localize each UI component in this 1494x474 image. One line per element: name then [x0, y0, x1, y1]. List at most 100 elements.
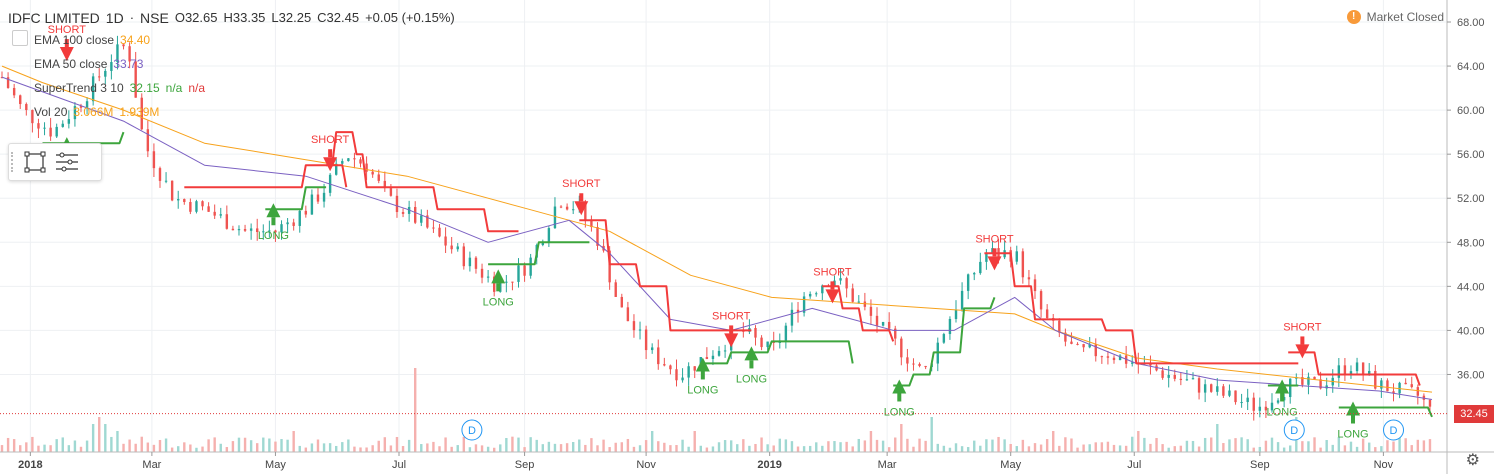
candle-body	[966, 274, 970, 291]
candle-body	[881, 321, 885, 326]
candle-body	[632, 321, 636, 331]
volume-bar	[183, 442, 186, 452]
candle-body	[839, 278, 842, 281]
legend-ema100[interactable]: EMA 100 close 34.40	[34, 31, 150, 49]
candle-body	[1404, 382, 1407, 385]
candle-body	[1216, 386, 1219, 392]
candle-body	[231, 228, 235, 231]
volume-bar	[1100, 442, 1104, 452]
volume-bar	[1380, 446, 1383, 452]
volume-bar	[1422, 440, 1426, 452]
legend-collapse-button[interactable]	[12, 30, 28, 46]
market-status[interactable]: ! Market Closed	[1346, 10, 1444, 24]
volume-bar	[1131, 436, 1134, 452]
candle-body	[67, 119, 71, 124]
volume-bar	[19, 445, 22, 452]
volume-bar	[274, 441, 277, 452]
candle-body	[43, 127, 46, 129]
volume-bar	[608, 447, 611, 452]
candle-body	[1203, 384, 1207, 393]
volume-bar	[67, 445, 71, 452]
volume-bar	[1167, 447, 1170, 452]
candle-body	[183, 199, 186, 203]
short-arrow-icon	[323, 157, 338, 172]
short-arrow-stem	[579, 193, 584, 202]
volume-bar	[523, 447, 526, 452]
legend-supertrend[interactable]: SuperTrend 3 10 32.15 n/a n/a	[34, 79, 205, 97]
volume-bar	[1216, 424, 1219, 452]
volume-bar	[602, 439, 605, 452]
volume-bar	[61, 437, 64, 452]
volume-bar	[1149, 443, 1152, 452]
volume-bar	[930, 417, 933, 452]
volume-bar	[760, 437, 763, 452]
volume-bar	[754, 443, 757, 452]
candle-body	[280, 224, 283, 233]
volume-bar	[1234, 438, 1237, 452]
volume-bar	[395, 436, 399, 452]
candle-body	[875, 315, 879, 326]
legend-volume[interactable]: Vol 20 3.066M 1.939M	[34, 103, 159, 121]
legend-volume-name: Vol 20	[34, 105, 68, 119]
x-tick-label: 2018	[18, 459, 42, 471]
rectangle-tool-button[interactable]	[19, 147, 51, 177]
volume-bar	[979, 445, 982, 452]
volume-bar	[887, 447, 891, 452]
volume-bar	[468, 447, 472, 452]
x-tick-label: Sep	[515, 459, 535, 471]
volume-bar	[1106, 441, 1110, 452]
x-tick-label: Nov	[636, 459, 656, 471]
candle-body	[122, 44, 125, 47]
volume-bar	[1398, 431, 1401, 452]
volume-bar	[1392, 441, 1395, 452]
candle-body	[541, 242, 545, 246]
candle-body	[1374, 370, 1377, 389]
short-arrow-stem	[830, 281, 835, 290]
last-price-tag: 32.45	[1454, 404, 1494, 423]
candle-body	[547, 228, 551, 243]
candle-body	[523, 265, 526, 276]
volume-bar	[298, 445, 301, 452]
candle-body	[796, 309, 800, 313]
candle-body	[377, 174, 380, 181]
candle-body	[912, 363, 915, 365]
legend-ema50[interactable]: EMA 50 close 33.73	[34, 55, 143, 73]
supertrend-long-segment	[1338, 406, 1433, 418]
candle-body	[12, 87, 16, 96]
legend-ema50-name: EMA 50 close	[34, 57, 108, 71]
candle-body	[249, 228, 253, 231]
interval[interactable]: 1D	[105, 10, 124, 26]
long-signal-label: LONG	[1337, 429, 1368, 441]
candle-body	[450, 245, 453, 250]
long-signal-label: LONG	[483, 296, 514, 308]
candle-body	[1355, 362, 1359, 372]
volume-bar	[511, 436, 514, 452]
dividend-marker-icon	[1283, 419, 1305, 441]
volume-bar	[79, 446, 83, 452]
long-signal-label: LONG	[687, 384, 718, 396]
candle-body	[1070, 341, 1073, 344]
volume-bar	[1179, 445, 1183, 452]
chart-grid	[0, 0, 1447, 452]
volume-bar	[711, 446, 715, 452]
candle-body	[1191, 378, 1195, 380]
candle-body	[499, 282, 502, 292]
candle-body	[590, 219, 593, 228]
volume-bar	[687, 446, 690, 452]
volume-bar	[237, 437, 241, 452]
panel-grip-icon[interactable]	[11, 152, 19, 172]
volume-bar	[146, 442, 150, 452]
candle-body	[985, 253, 988, 262]
volume-bar	[857, 438, 860, 452]
symbol-name[interactable]: IDFC LIMITED	[8, 10, 100, 26]
candle-body	[274, 230, 277, 233]
candle-body	[675, 369, 678, 381]
settings-lines-button[interactable]	[51, 147, 83, 177]
volume-bar	[256, 443, 259, 452]
legend-supertrend-extra1: n/a	[165, 81, 183, 95]
candle-body	[1058, 320, 1061, 333]
settings-gear-icon[interactable]: ⚙	[1465, 452, 1480, 469]
volume-bar	[1313, 437, 1316, 452]
short-arrow-icon	[1295, 344, 1310, 359]
